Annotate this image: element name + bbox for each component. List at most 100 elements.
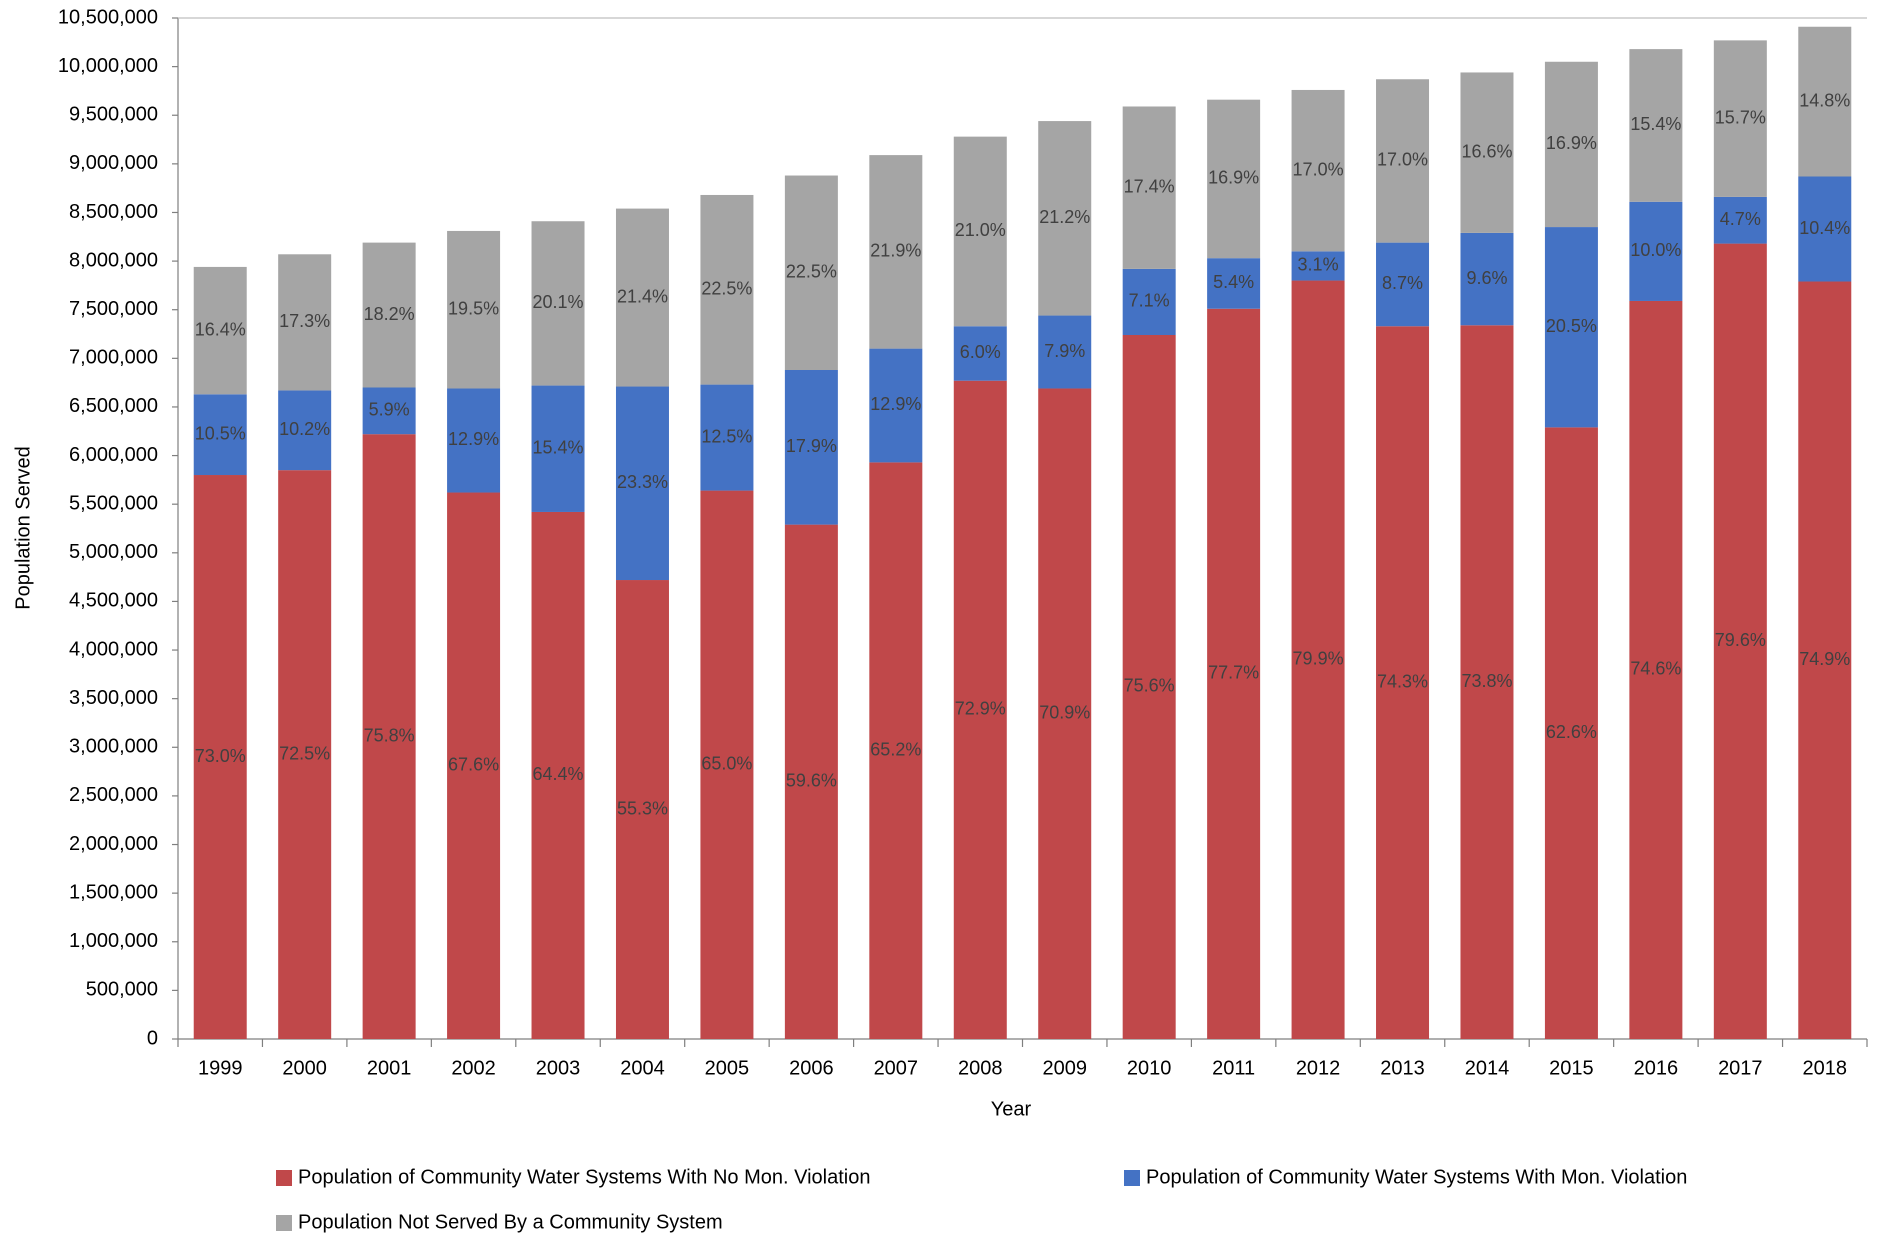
data-label: 22.5% bbox=[701, 279, 752, 299]
data-label: 7.1% bbox=[1129, 291, 1170, 311]
x-tick-label: 2003 bbox=[536, 1057, 581, 1079]
x-tick-label: 2009 bbox=[1042, 1057, 1087, 1079]
bar-segment bbox=[784, 175, 838, 371]
bar-segment bbox=[784, 524, 838, 1039]
bar-segment bbox=[953, 326, 1007, 381]
data-label: 21.4% bbox=[617, 286, 668, 306]
bar-segment bbox=[1713, 243, 1767, 1039]
bar-segment bbox=[953, 380, 1007, 1039]
bar-segment bbox=[1629, 300, 1683, 1039]
y-tick-label: 10,000,000 bbox=[58, 55, 158, 77]
data-label: 74.3% bbox=[1377, 671, 1428, 691]
data-label: 9.6% bbox=[1466, 268, 1507, 288]
data-label: 16.9% bbox=[1546, 133, 1597, 153]
data-label: 10.4% bbox=[1799, 218, 1850, 238]
bar-segment bbox=[447, 230, 501, 389]
bar-segment bbox=[615, 580, 669, 1039]
data-label: 73.8% bbox=[1461, 671, 1512, 691]
y-axis-title: Population Served bbox=[12, 446, 34, 609]
legend-swatch bbox=[1124, 1170, 1140, 1186]
bar-segment bbox=[1460, 325, 1514, 1040]
x-tick-label: 2001 bbox=[367, 1057, 412, 1079]
x-tick-label: 2005 bbox=[705, 1057, 750, 1079]
bar-segment bbox=[193, 394, 247, 476]
bar-segment bbox=[1207, 99, 1261, 259]
bar-segment bbox=[1713, 196, 1767, 244]
data-label: 14.8% bbox=[1799, 90, 1850, 110]
y-tick-label: 4,500,000 bbox=[69, 590, 158, 612]
data-label: 15.4% bbox=[1630, 114, 1681, 134]
data-label: 79.9% bbox=[1293, 649, 1344, 669]
bar-segment bbox=[1544, 427, 1598, 1039]
data-label: 5.4% bbox=[1213, 272, 1254, 292]
x-tick-label: 1999 bbox=[198, 1057, 243, 1079]
bar-segment bbox=[1291, 251, 1345, 281]
data-label: 15.7% bbox=[1715, 107, 1766, 127]
data-label: 67.6% bbox=[448, 755, 499, 775]
y-tick-label: 7,000,000 bbox=[69, 347, 158, 369]
bar-segment bbox=[1038, 121, 1092, 316]
data-label: 72.9% bbox=[955, 699, 1006, 719]
bar-segment bbox=[1038, 315, 1092, 389]
data-label: 22.5% bbox=[786, 262, 837, 282]
bar-segment bbox=[193, 266, 247, 395]
y-tick-label: 10,500,000 bbox=[58, 6, 158, 28]
bar-segment bbox=[1376, 242, 1430, 327]
y-tick-label: 9,000,000 bbox=[69, 152, 158, 174]
y-tick-label: 1,000,000 bbox=[69, 930, 158, 952]
bar-segment bbox=[1122, 334, 1176, 1039]
bar-segment bbox=[278, 254, 332, 391]
x-tick-label: 2006 bbox=[789, 1057, 834, 1079]
bar-segment bbox=[278, 470, 332, 1040]
legend-swatch bbox=[276, 1215, 292, 1231]
data-label: 23.3% bbox=[617, 472, 668, 492]
data-label: 10.2% bbox=[279, 419, 330, 439]
x-tick-label: 2008 bbox=[958, 1057, 1003, 1079]
data-label: 77.7% bbox=[1208, 663, 1259, 683]
bar-segment bbox=[531, 511, 585, 1040]
data-label: 17.0% bbox=[1377, 150, 1428, 170]
y-tick-label: 8,000,000 bbox=[69, 249, 158, 271]
data-label: 65.2% bbox=[870, 739, 921, 759]
x-tick-label: 2014 bbox=[1465, 1057, 1510, 1079]
bar-segment bbox=[362, 242, 416, 388]
data-label: 7.9% bbox=[1044, 341, 1085, 361]
bar-segment bbox=[193, 475, 247, 1039]
x-tick-label: 2012 bbox=[1296, 1057, 1341, 1079]
data-label: 16.9% bbox=[1208, 168, 1259, 188]
x-tick-label: 2015 bbox=[1549, 1057, 1594, 1079]
x-axis-title: Year bbox=[991, 1098, 1032, 1120]
data-label: 65.0% bbox=[701, 754, 752, 774]
y-tick-label: 8,500,000 bbox=[69, 201, 158, 223]
x-tick-label: 2002 bbox=[451, 1057, 496, 1079]
bar-segment bbox=[447, 492, 501, 1039]
data-label: 79.6% bbox=[1715, 630, 1766, 650]
y-tick-label: 9,500,000 bbox=[69, 104, 158, 126]
bar-segment bbox=[784, 370, 838, 525]
x-tick-label: 2016 bbox=[1634, 1057, 1679, 1079]
data-label: 10.5% bbox=[195, 423, 246, 443]
y-tick-label: 5,000,000 bbox=[69, 541, 158, 563]
data-label: 12.9% bbox=[870, 394, 921, 414]
bar-segment bbox=[1629, 201, 1683, 301]
bar-segment bbox=[1544, 61, 1598, 228]
legend-swatch bbox=[276, 1170, 292, 1186]
data-label: 75.8% bbox=[364, 725, 415, 745]
bar-segment bbox=[1798, 281, 1852, 1039]
bar-segment bbox=[1207, 308, 1261, 1039]
bar-segment bbox=[1122, 106, 1176, 269]
bar-segment bbox=[531, 385, 585, 512]
bar-segment bbox=[869, 462, 923, 1040]
data-label: 20.1% bbox=[533, 292, 584, 312]
y-tick-label: 500,000 bbox=[86, 979, 158, 1001]
x-tick-label: 2017 bbox=[1718, 1057, 1763, 1079]
bar-segment bbox=[1291, 280, 1345, 1039]
bar-segment bbox=[700, 384, 754, 491]
x-tick-label: 2010 bbox=[1127, 1057, 1172, 1079]
x-tick-label: 2011 bbox=[1212, 1057, 1255, 1079]
bar-segment bbox=[1544, 227, 1598, 428]
legend-label: Population of Community Water Systems Wi… bbox=[298, 1166, 870, 1188]
bar-segment bbox=[278, 390, 332, 471]
data-label: 64.4% bbox=[533, 764, 584, 784]
bar-segment bbox=[362, 434, 416, 1039]
